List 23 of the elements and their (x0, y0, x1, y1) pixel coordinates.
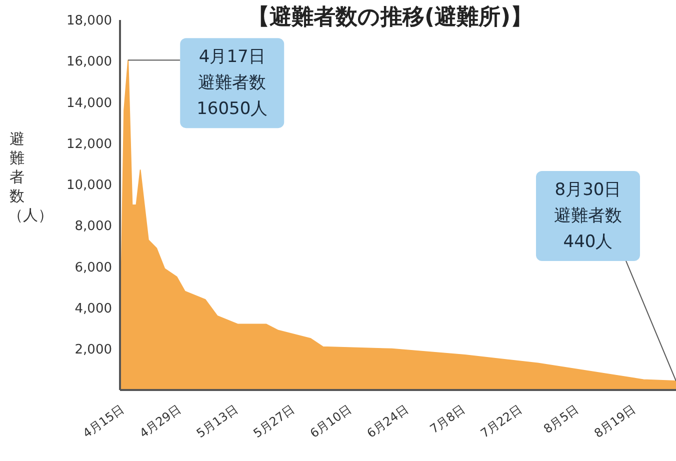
y-tick-label: 16,000 (66, 54, 112, 70)
x-tick-label: 4月29日 (137, 402, 184, 441)
x-tick-label: 4月15日 (80, 402, 127, 441)
x-tick-label: 5月13日 (194, 402, 240, 441)
x-tick-label: 8月5日 (541, 402, 582, 436)
y-tick-label: 4,000 (74, 301, 112, 316)
annotation: 4月17日避難者数16050人 (196, 46, 269, 122)
x-tick-label: 6月24日 (364, 402, 411, 441)
y-tick-label: 10,000 (66, 178, 112, 194)
y-axis-title: 避難者数（人） (8, 130, 53, 225)
x-tick-label: 6月10日 (308, 402, 354, 441)
y-tick-label: 12,000 (66, 136, 112, 152)
x-tick-label: 7月22日 (478, 402, 524, 441)
y-tick-label: 14,000 (66, 96, 112, 111)
x-tick-label: 7月8日 (427, 402, 468, 436)
annotation: 8月30日避難者数440人 (553, 178, 623, 254)
x-tick-label: 5月27日 (250, 402, 298, 441)
y-tick-label: 2,000 (74, 342, 112, 358)
chart-title: 【避難者数の推移(避難所)】 (246, 4, 534, 32)
x-tick-label: 8月19日 (592, 402, 638, 441)
y-tick-label: 6,000 (74, 260, 112, 276)
y-tick-label: 18,000 (66, 14, 112, 29)
y-tick-label: 8,000 (74, 219, 112, 234)
